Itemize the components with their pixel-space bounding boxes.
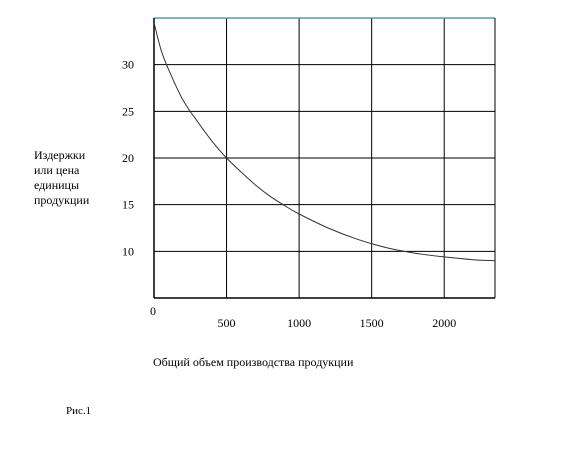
chart-grid xyxy=(154,18,495,298)
x-tick-label-2000: 2000 xyxy=(432,316,456,330)
y-tick-labels: 10 15 20 25 30 xyxy=(122,58,134,259)
y-tick-label-25: 25 xyxy=(122,104,134,118)
y-tick-label-10: 10 xyxy=(122,244,134,258)
series-line-0 xyxy=(153,22,496,262)
x-tick-label-0: 0 xyxy=(150,304,156,318)
x-tick-labels: 0 500 1000 1500 2000 xyxy=(150,304,456,330)
y-tick-label-15: 15 xyxy=(122,198,134,212)
cost-curve-series xyxy=(153,22,496,262)
x-tick-label-1500: 1500 xyxy=(360,316,384,330)
x-axis-label: Общий объем производства продукции xyxy=(153,355,354,369)
x-tick-label-500: 500 xyxy=(218,316,236,330)
plot-frame xyxy=(153,17,496,299)
y-axis-label: Издержки или цена единицы продукции xyxy=(34,148,90,207)
figure-caption: Рис.1 xyxy=(66,405,92,417)
x-tick-label-1000: 1000 xyxy=(287,316,311,330)
y-tick-label-30: 30 xyxy=(122,58,134,72)
y-tick-label-20: 20 xyxy=(122,151,134,165)
